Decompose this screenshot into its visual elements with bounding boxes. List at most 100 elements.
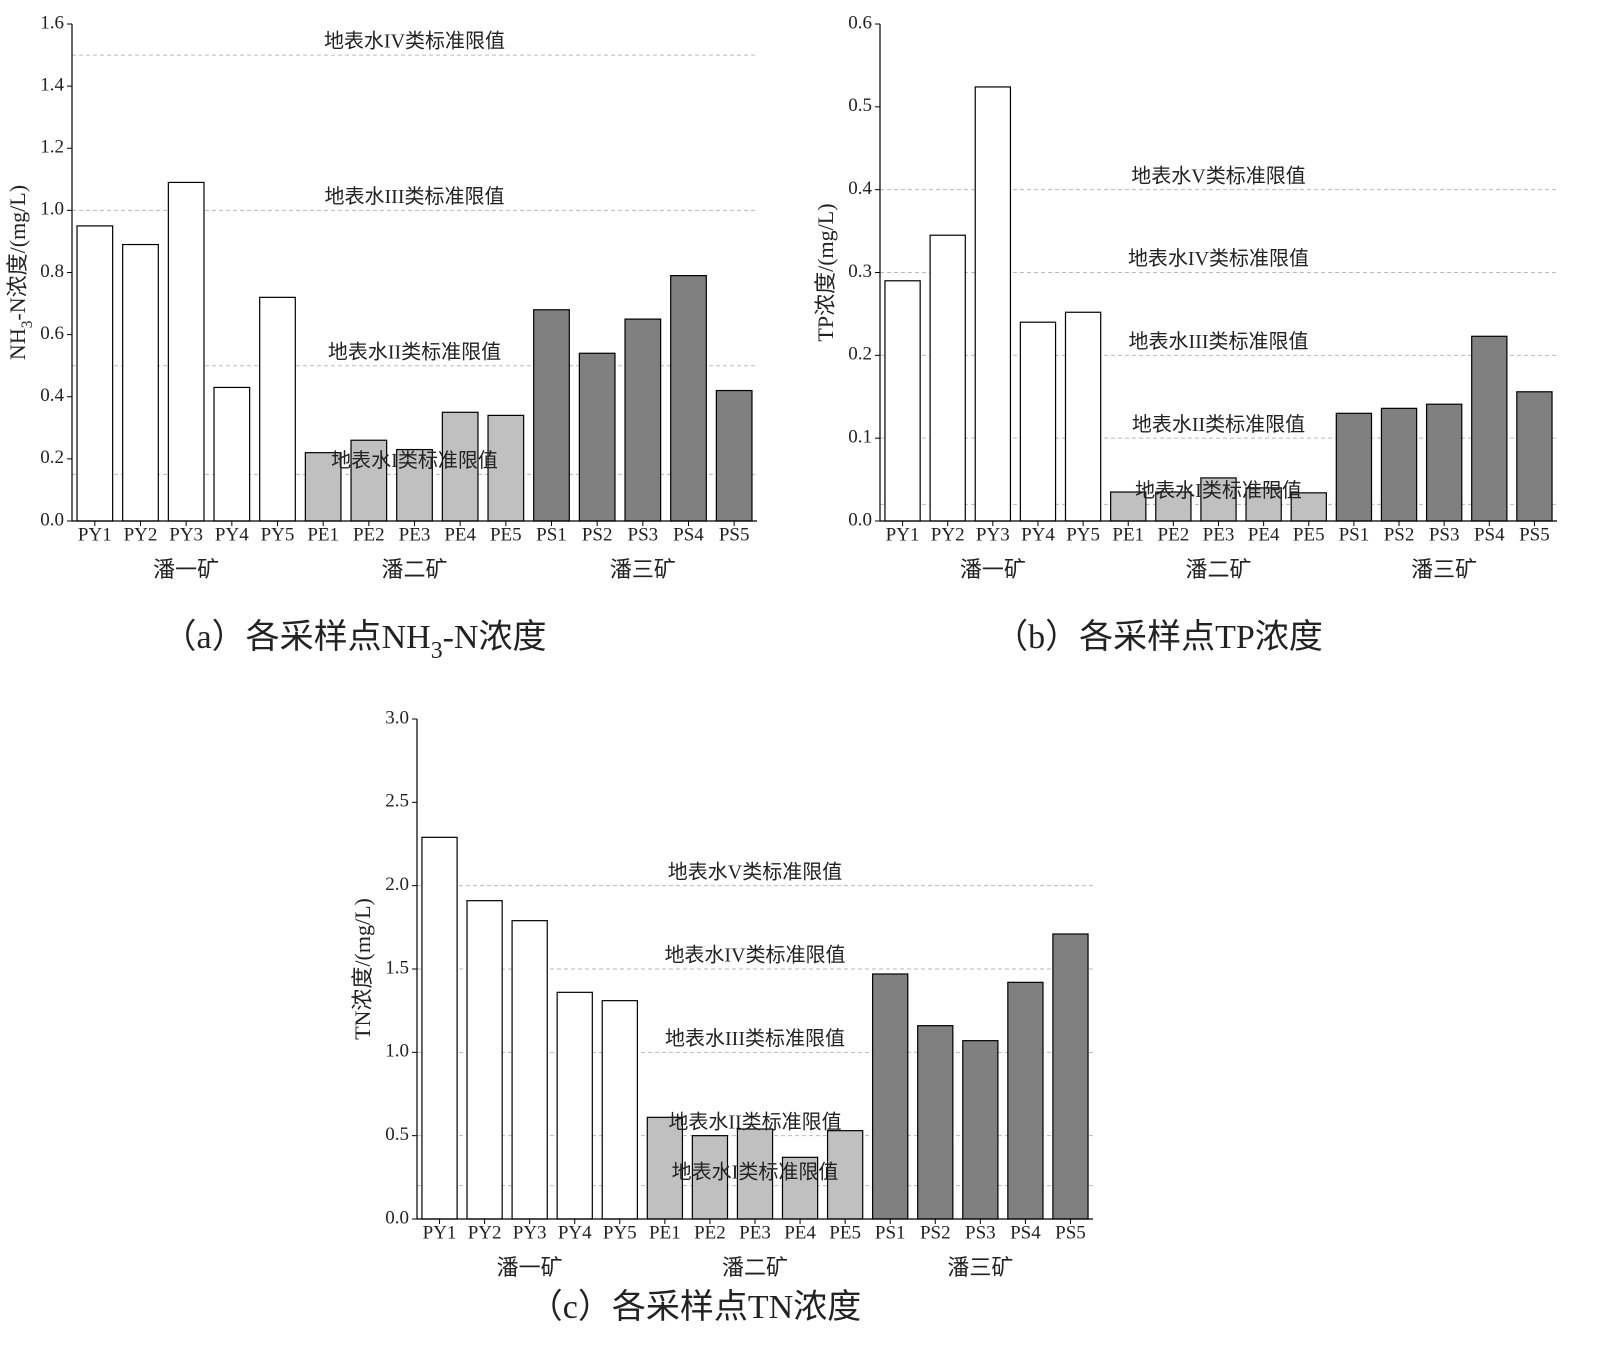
x-tick-label: PS4 [1474,524,1505,545]
reference-label: 地表水I类标准限值 [672,1160,839,1183]
x-tick-label: PY2 [124,524,158,545]
reference-label: 地表水II类标准限值 [668,1110,841,1133]
reference-label: 地表水IV类标准限值 [324,30,505,53]
caption: （a）各采样点NH3-N浓度 [163,618,547,665]
x-tick-label: PS3 [1429,524,1460,545]
group-label: 潘一矿 [153,557,219,582]
x-tick-label: PY1 [423,1222,457,1243]
x-tick-label: PE5 [1293,524,1325,545]
x-tick-label: PY1 [78,524,112,545]
reference-label: 地表水III类标准限值 [325,185,505,208]
bar [1052,933,1089,1220]
y-tick-label: 0.2 [848,344,872,365]
reference-label: 地表水IV类标准限值 [1128,247,1309,270]
group-label: 潘三矿 [947,1255,1013,1280]
y-tick-label: 1.4 [40,74,64,95]
y-tick-label: 3.0 [385,707,409,728]
bar [917,1025,954,1220]
x-tick-label: PY5 [261,524,295,545]
x-tick-label: PY2 [931,524,965,545]
x-tick-label: PS1 [1339,524,1370,545]
group-label: 潘二矿 [722,1255,788,1280]
bar [601,1000,638,1220]
bar [1471,335,1508,522]
y-tick-label: 0.6 [40,323,64,344]
bar [304,452,342,522]
bar [122,243,159,522]
reference-label: 地表水I类标准限值 [331,449,498,472]
reference-label: 地表水V类标准限值 [668,860,842,883]
bar [624,318,662,522]
bar [1019,321,1057,522]
x-tick-label: PY4 [215,524,249,545]
x-tick-label: PE1 [649,1222,681,1243]
y-tick-label: 0.6 [848,12,872,33]
bar [1425,403,1463,522]
bar [259,296,296,522]
x-tick-label: PY1 [886,524,920,545]
x-tick-label: PY3 [169,524,203,545]
bar [350,439,388,522]
y-tick-label: 0.0 [385,1207,409,1228]
reference-label: 地表水II类标准限值 [328,340,501,363]
bar [826,1130,864,1220]
x-tick-label: PY5 [603,1222,637,1243]
bar [884,280,921,522]
y-tick-label: 2.5 [385,791,409,812]
bar [1335,412,1373,522]
bar [578,352,616,522]
x-tick-label: PE4 [1248,524,1280,545]
bar [556,991,593,1220]
bar [691,1135,729,1220]
x-tick-label: PY2 [468,1222,502,1243]
group-label: 潘二矿 [1185,557,1251,582]
x-tick-label: PE3 [399,524,431,545]
x-tick-label: PE5 [829,1222,861,1243]
bar [1064,311,1102,522]
x-tick-label: PE2 [353,524,385,545]
x-tick-label: PS1 [536,524,567,545]
y-tick-label: 1.0 [385,1041,409,1062]
x-tick-label: PS5 [719,524,750,545]
bar [1110,491,1147,522]
y-tick-label: 1.5 [385,957,409,978]
group-label: 潘二矿 [381,557,447,582]
x-tick-label: PS3 [628,524,659,545]
y-tick-label: 0.2 [40,447,64,468]
x-tick-label: PE3 [1203,524,1235,545]
y-tick-label: 0.0 [848,509,872,530]
x-tick-label: PS4 [673,524,704,545]
y-tick-label: 2.0 [385,874,409,895]
bar [1200,477,1237,522]
y-axis-label: TN浓度/(mg/L) [350,898,375,1040]
x-tick-label: PE1 [1112,524,1144,545]
bar [487,414,525,522]
reference-label: 地表水III类标准限值 [1129,330,1309,353]
reference-label: 地表水IV类标准限值 [664,944,845,967]
y-tick-label: 0.5 [848,95,872,116]
bar [1516,391,1553,522]
bar [962,1040,999,1220]
reference-label: 地表水I类标准限值 [1135,479,1302,502]
x-tick-label: PS3 [965,1222,996,1243]
x-tick-label: PE2 [1158,524,1190,545]
y-axis-label: NH3-N浓度/(mg/L) [5,185,36,360]
x-tick-label: PY3 [976,524,1010,545]
x-tick-label: PS5 [1055,1222,1086,1243]
bar [974,86,1012,522]
bar [781,1156,819,1220]
x-tick-label: PS2 [582,524,613,545]
x-tick-label: PY3 [513,1222,547,1243]
y-tick-label: 0.4 [40,385,64,406]
bar [396,448,433,522]
x-tick-label: PS2 [920,1222,951,1243]
bar [466,900,503,1220]
reference-label: 地表水V类标准限值 [1131,164,1305,187]
x-tick-label: PE3 [739,1222,771,1243]
y-tick-label: 0.4 [848,178,872,199]
y-tick-label: 1.6 [40,12,64,33]
bar [76,225,114,522]
x-tick-label: PE1 [307,524,339,545]
